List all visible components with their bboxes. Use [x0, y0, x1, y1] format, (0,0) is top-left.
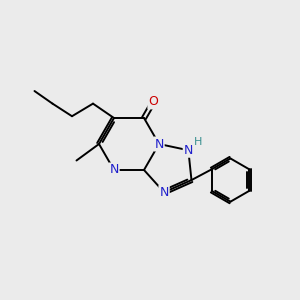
Text: O: O: [148, 95, 158, 108]
Text: N: N: [109, 164, 119, 176]
Text: N: N: [184, 144, 193, 157]
Text: N: N: [154, 137, 164, 151]
Text: N: N: [159, 186, 169, 199]
Text: H: H: [194, 137, 202, 147]
